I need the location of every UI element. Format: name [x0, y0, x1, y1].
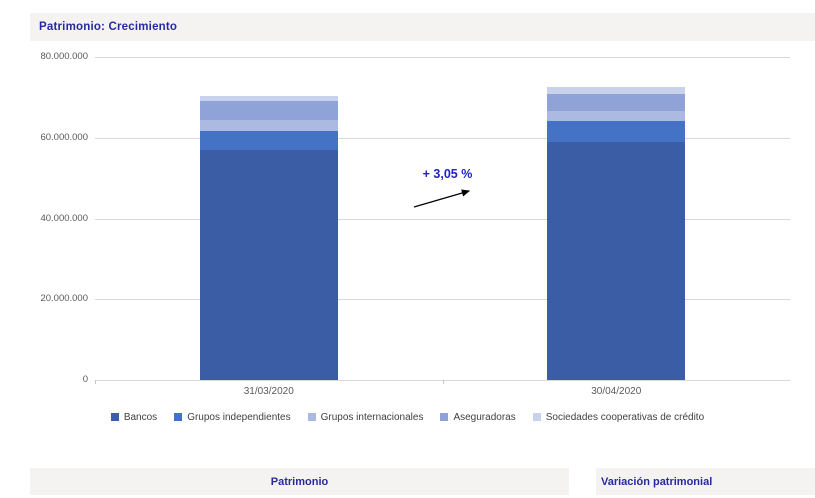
bar-segment-sociedades-cooperativas-de-cr-dito	[199, 96, 338, 101]
legend-label: Grupos independientes	[187, 411, 291, 423]
legend-item: Bancos	[110, 411, 158, 423]
legend-label: Grupos internacionales	[320, 411, 424, 423]
gridline	[95, 137, 790, 139]
growth-arrow-icon	[413, 189, 471, 208]
y-axis-tick-label: 0	[82, 374, 88, 385]
bar-segment-grupos-independientes	[547, 120, 686, 142]
gridline	[95, 57, 790, 58]
y-axis-tick-label: 80.000.000	[40, 51, 88, 62]
chart-title-band: Patrimonio: Crecimiento	[30, 13, 815, 41]
bar-segment-grupos-independientes	[199, 130, 338, 150]
y-axis-tick-label: 40.000.000	[40, 212, 88, 224]
variacion-header-label: Variación patrimonial	[601, 475, 713, 488]
legend-swatch-icon	[307, 413, 316, 421]
bar-segment-grupos-internacionales	[547, 110, 686, 121]
legend-label: Sociedades cooperativas de crédito	[545, 411, 705, 423]
patrimonio-section-header: Patrimonio	[30, 468, 569, 495]
y-axis-tick-label: 20.000.000	[40, 293, 88, 305]
variacion-patrimonial-section-header: Variación patrimonial	[596, 468, 815, 495]
chart-legend: Bancos Grupos independientes Grupos intern…	[0, 407, 815, 427]
x-axis-category-label: 30/04/2020	[591, 386, 642, 397]
legend-swatch-icon	[174, 413, 183, 421]
legend-label: Aseguradoras	[453, 411, 516, 423]
gridline	[95, 218, 790, 220]
bar-segment-bancos	[199, 149, 338, 380]
chart-title: Patrimonio: Crecimiento	[39, 21, 178, 33]
legend-label: Bancos	[123, 411, 158, 423]
legend-swatch-icon	[110, 413, 119, 421]
x-axis-category-label: 31/03/2020	[243, 386, 294, 397]
legend-item: Aseguradoras	[440, 411, 516, 423]
legend-item: Sociedades cooperativas de crédito	[532, 411, 705, 423]
legend-item: Grupos internacionales	[307, 411, 424, 423]
bar-segment-bancos	[547, 141, 686, 380]
x-axis-tick	[442, 380, 444, 384]
x-axis-tick	[95, 380, 96, 384]
growth-annotation: + 3,05 %	[422, 167, 473, 181]
bar-segment-aseguradoras	[547, 93, 686, 111]
bar-segment-sociedades-cooperativas-de-cr-dito	[547, 86, 686, 94]
bar-segment-aseguradoras	[199, 101, 338, 120]
legend-swatch-icon	[532, 413, 541, 421]
gridline	[95, 299, 790, 301]
legend-item: Grupos independientes	[174, 411, 291, 423]
bar-segment-grupos-internacionales	[199, 119, 338, 131]
legend-swatch-icon	[440, 413, 449, 421]
patrimonio-header-label: Patrimonio	[270, 475, 329, 488]
y-axis-tick-label: 60.000.000	[40, 131, 88, 143]
